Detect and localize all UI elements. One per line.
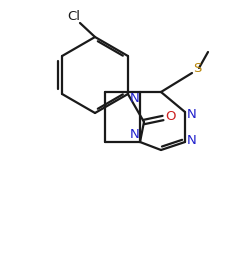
Text: Cl: Cl xyxy=(67,11,80,23)
Text: N: N xyxy=(130,93,139,106)
Text: S: S xyxy=(192,62,200,76)
Text: O: O xyxy=(165,110,176,123)
Text: N: N xyxy=(186,107,196,120)
Text: N: N xyxy=(186,133,196,147)
Text: N: N xyxy=(130,129,139,141)
